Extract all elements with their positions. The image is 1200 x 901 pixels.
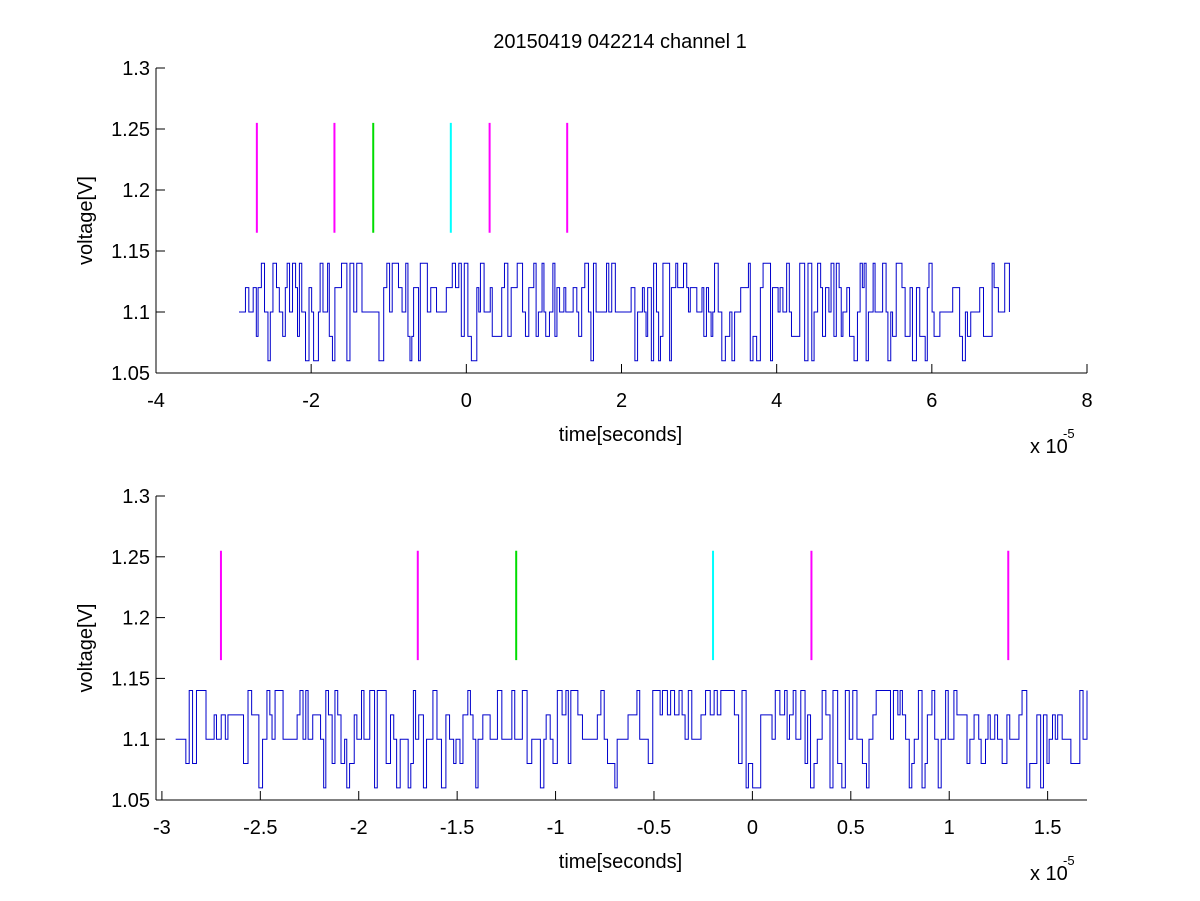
x-tick-label: -1.5 — [440, 817, 474, 839]
x-tick-label: 2 — [616, 390, 627, 412]
figure-title: 20150419 042214 channel 1 — [493, 31, 747, 53]
x-tick-label: -4 — [147, 390, 165, 412]
y-tick-label: 1.05 — [111, 790, 150, 812]
x-tick-label: 1.5 — [1034, 817, 1062, 839]
x-tick-label: -2.5 — [243, 817, 277, 839]
y-tick-label: 1.3 — [122, 486, 150, 508]
y-tick-label: 1.15 — [111, 241, 150, 263]
top-plot: 1.05 1.1 1.15 1.2 1.25 1.3 -4 -2 0 2 4 6 8 time[secon… — [75, 58, 1093, 458]
x-tick-label: 4 — [771, 390, 782, 412]
y-tick-label: 1.15 — [111, 668, 150, 690]
y-tick-label: 1.1 — [122, 729, 150, 751]
x-tick-label: -1 — [547, 817, 565, 839]
x-tick-label: 6 — [926, 390, 937, 412]
signal-trace — [239, 262, 1010, 362]
x-exponent-power: -5 — [1063, 853, 1075, 868]
y-tick-label: 1.2 — [122, 180, 150, 202]
x-tick-label: 0.5 — [837, 817, 865, 839]
y-tick-label: 1.2 — [122, 608, 150, 630]
y-tick-label: 1.25 — [111, 547, 150, 569]
y-tick-label: 1.05 — [111, 363, 150, 385]
bottom-plot: 1.05 1.1 1.15 1.2 1.25 1.3 -3 -2.5 -2 -1.5 -1 -0.5 0… — [75, 486, 1088, 885]
x-exponent-label: x 10 — [1030, 436, 1068, 458]
x-exponent-power: -5 — [1063, 426, 1075, 441]
x-axis-label: time[seconds] — [559, 424, 682, 446]
y-tick-label: 1.3 — [122, 58, 150, 80]
y-tick-label: 1.1 — [122, 302, 150, 324]
x-tick-label: -2 — [302, 390, 320, 412]
x-tick-label: -3 — [153, 817, 171, 839]
y-tick-label: 1.25 — [111, 119, 150, 141]
y-axis-label: voltage[V] — [75, 176, 97, 265]
y-axis-label: voltage[V] — [75, 604, 97, 693]
x-axis-label: time[seconds] — [559, 851, 682, 873]
x-tick-label: 0 — [461, 390, 472, 412]
x-tick-label: -2 — [350, 817, 368, 839]
x-tick-label: 1 — [944, 817, 955, 839]
signal-trace — [175, 690, 1088, 789]
x-tick-label: -0.5 — [637, 817, 671, 839]
x-exponent-label: x 10 — [1030, 863, 1068, 885]
x-tick-label: 8 — [1081, 390, 1092, 412]
x-tick-label: 0 — [747, 817, 758, 839]
